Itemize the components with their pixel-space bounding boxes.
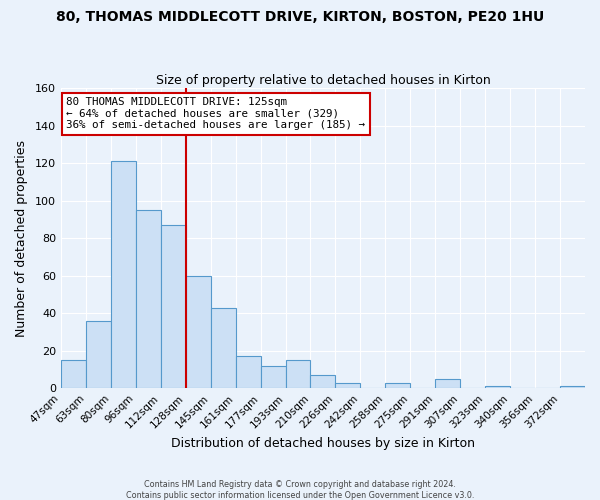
X-axis label: Distribution of detached houses by size in Kirton: Distribution of detached houses by size … (171, 437, 475, 450)
Bar (86, 321, 111, 388)
Bar (186, 276, 211, 388)
Bar (310, 375, 335, 388)
Text: 80 THOMAS MIDDLECOTT DRIVE: 125sqm
← 64% of detached houses are smaller (329)
36: 80 THOMAS MIDDLECOTT DRIVE: 125sqm ← 64%… (66, 97, 365, 130)
Text: 80, THOMAS MIDDLECOTT DRIVE, KIRTON, BOSTON, PE20 1HU: 80, THOMAS MIDDLECOTT DRIVE, KIRTON, BOS… (56, 10, 544, 24)
Bar (260, 366, 286, 388)
Title: Size of property relative to detached houses in Kirton: Size of property relative to detached ho… (155, 74, 490, 87)
Bar (286, 360, 310, 388)
Bar (236, 356, 260, 388)
Bar (560, 386, 585, 388)
Text: Contains HM Land Registry data © Crown copyright and database right 2024.
Contai: Contains HM Land Registry data © Crown c… (126, 480, 474, 500)
Bar (136, 210, 161, 388)
Bar (161, 225, 186, 388)
Bar (385, 382, 410, 388)
Bar (485, 386, 510, 388)
Y-axis label: Number of detached properties: Number of detached properties (15, 140, 28, 337)
Bar (435, 379, 460, 388)
Bar (61, 360, 86, 388)
Bar (335, 382, 361, 388)
Bar (211, 308, 236, 388)
Bar (111, 162, 136, 388)
